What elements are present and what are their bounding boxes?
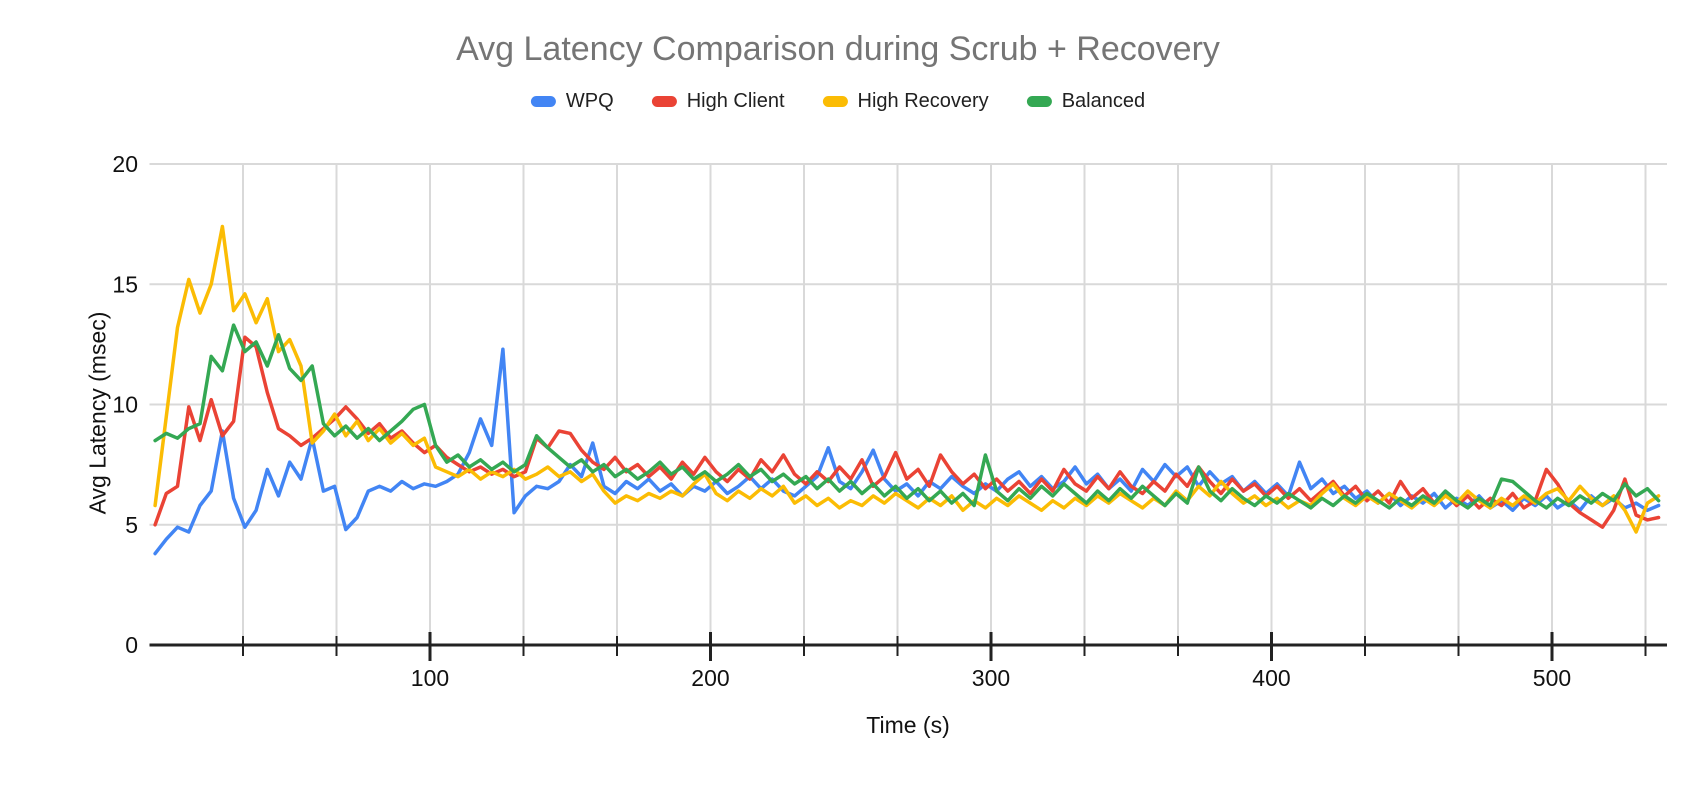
x-tick-label: 100: [411, 665, 449, 691]
x-tick-label: 500: [1533, 665, 1571, 691]
y-tick-label: 15: [112, 271, 138, 297]
x-tick-label: 400: [1252, 665, 1290, 691]
chart-title: Avg Latency Comparison during Scrub + Re…: [456, 30, 1220, 68]
legend-swatch-icon: [1026, 96, 1052, 107]
x-axis-title: Time (s): [866, 712, 950, 738]
legend-swatch-icon: [822, 96, 848, 107]
y-axis-title: Avg Latency (msec): [84, 311, 111, 515]
series-line-wpq: [153, 347, 1661, 556]
legend: WPQ High Client High Recovery Balanced: [530, 90, 1146, 113]
legend-label: Balanced: [1061, 90, 1146, 112]
legend-swatch-icon: [530, 96, 556, 107]
y-tick-label: 20: [112, 151, 138, 177]
legend-item-balanced: Balanced: [1026, 90, 1146, 113]
series-line-balanced: [153, 323, 1661, 510]
legend-swatch-icon: [651, 96, 677, 107]
x-tick-label: 300: [972, 665, 1010, 691]
legend-label: High Recovery: [857, 90, 989, 112]
legend-label: WPQ: [565, 90, 614, 112]
y-tick-label: 5: [125, 512, 138, 538]
legend-item-high-client: High Client: [651, 90, 785, 113]
legend-label: High Client: [686, 90, 785, 112]
legend-item-wpq: WPQ: [530, 90, 614, 113]
x-tick-label: 200: [691, 665, 729, 691]
series-line-high-recovery: [153, 224, 1661, 534]
legend-item-high-recovery: High Recovery: [822, 90, 989, 113]
y-tick-label: 10: [112, 392, 138, 418]
y-tick-label: 0: [125, 632, 138, 658]
